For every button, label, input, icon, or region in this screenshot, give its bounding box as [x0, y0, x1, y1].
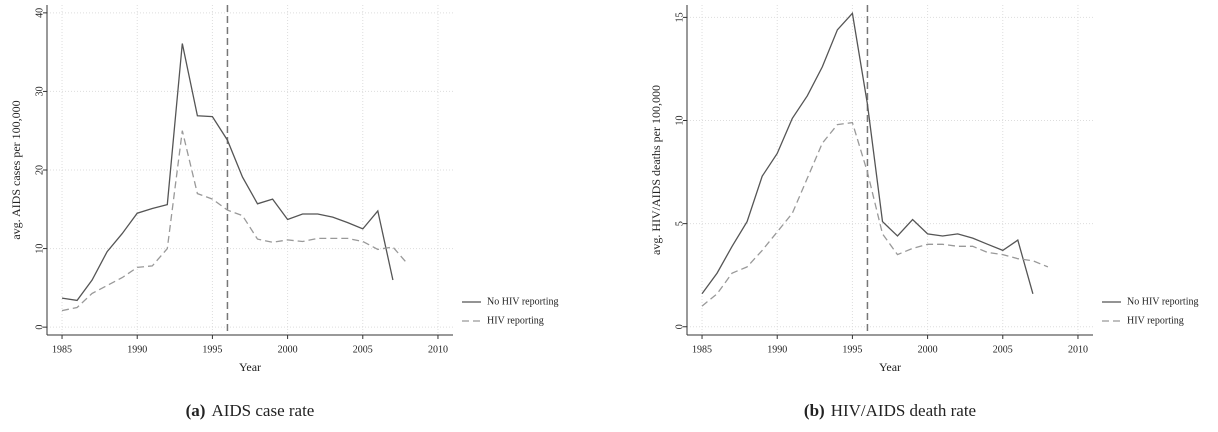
series-line	[701, 11, 1034, 295]
y-axis-label: avg. AIDS cases per 100,000	[9, 100, 23, 239]
x-tick-label: 2000	[278, 344, 298, 355]
caption-label: (a)	[186, 401, 206, 420]
plot-area	[687, 5, 1093, 335]
y-tick-label: 40	[34, 8, 45, 18]
caption-text: HIV/AIDS death rate	[831, 401, 976, 420]
series-line	[61, 130, 409, 312]
x-tick-label: 2005	[993, 344, 1013, 355]
x-tick-label: 1985	[692, 344, 712, 355]
y-tick-label: 5	[674, 221, 685, 226]
x-axis-label: Year	[239, 360, 261, 374]
x-tick-label: 2010	[428, 344, 448, 355]
y-tick-label: 15	[674, 12, 685, 22]
x-tick-label: 2010	[1068, 344, 1088, 355]
x-tick-label: 1995	[202, 344, 222, 355]
legend-label: No HIV reporting	[1127, 296, 1198, 307]
caption-label: (b)	[804, 401, 825, 420]
x-tick-label: 1985	[52, 344, 72, 355]
legend-label: No HIV reporting	[487, 296, 558, 307]
series-line	[61, 43, 394, 302]
series-line	[701, 121, 1049, 307]
legend-label: HIV reporting	[1127, 315, 1184, 326]
caption: (a) AIDS case rate	[186, 401, 315, 420]
x-tick-label: 2005	[353, 344, 373, 355]
y-tick-label: 0	[34, 325, 45, 330]
x-tick-label: 1990	[127, 344, 147, 355]
caption-text: AIDS case rate	[211, 401, 314, 420]
legend-label: HIV reporting	[487, 315, 544, 326]
y-tick-label: 10	[34, 244, 45, 254]
y-tick-label: 10	[674, 116, 685, 126]
y-tick-label: 0	[674, 324, 685, 329]
x-tick-label: 1990	[767, 344, 787, 355]
x-axis-label: Year	[879, 360, 901, 374]
x-tick-label: 2000	[918, 344, 938, 355]
caption: (b) HIV/AIDS death rate	[804, 401, 976, 420]
y-axis-label: avg. HIV/AIDS deaths per 100,000	[649, 85, 663, 255]
x-tick-label: 1995	[842, 344, 862, 355]
y-tick-label: 20	[34, 165, 45, 175]
y-tick-label: 30	[34, 86, 45, 96]
